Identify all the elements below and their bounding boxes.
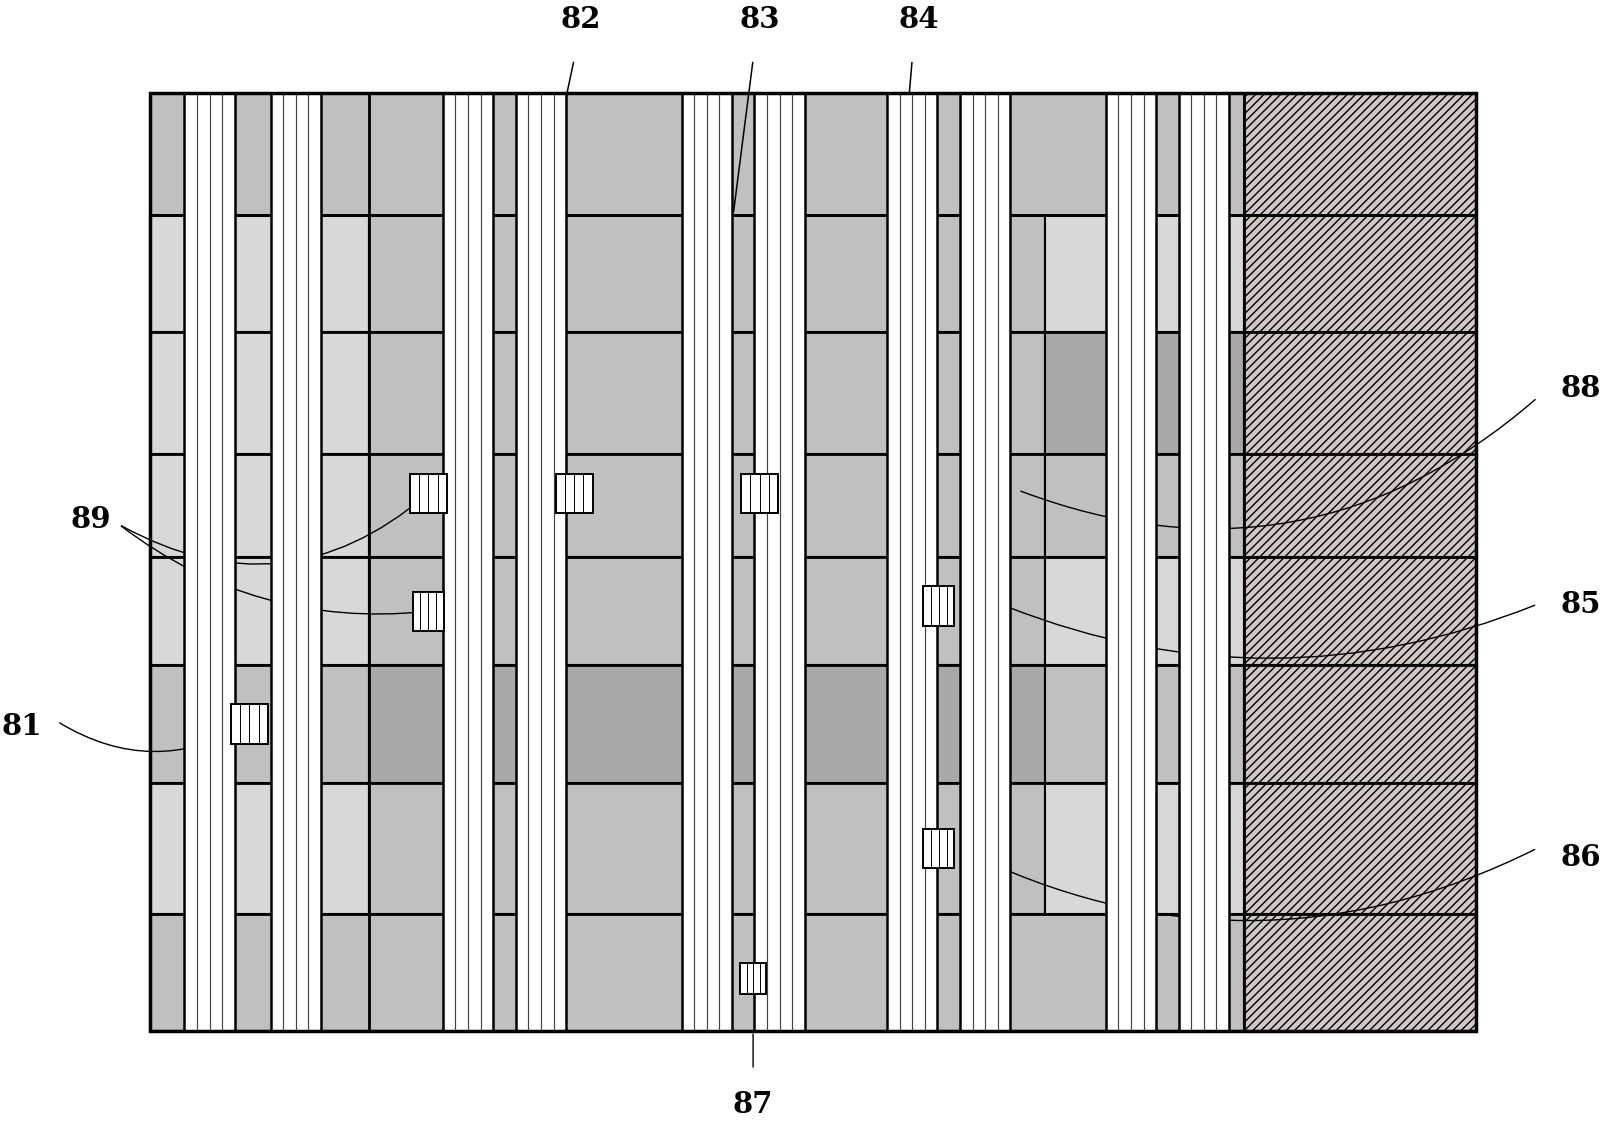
Bar [555,473,593,513]
Bar [1243,914,1476,1031]
Bar [149,782,369,914]
Bar [1044,332,1243,454]
Text: 82: 82 [560,6,602,34]
Bar [1044,454,1243,558]
Bar [959,93,1011,1031]
Text: 81: 81 [2,711,42,741]
Bar [887,93,937,1031]
Bar [149,215,369,332]
Bar [149,665,369,782]
Text: 89: 89 [71,506,111,534]
Bar [369,454,1044,558]
Bar [1243,332,1476,454]
Bar [149,558,369,665]
Bar [739,962,767,995]
Bar [1044,215,1243,332]
Bar [1044,558,1243,665]
Bar [682,93,731,1031]
Bar [1243,782,1476,914]
Bar [149,914,1243,1031]
Bar [231,704,268,744]
Bar [409,473,448,513]
Bar [1044,665,1243,782]
Bar [149,454,369,558]
Text: 88: 88 [1561,374,1601,402]
Bar [516,93,566,1031]
Bar [1243,215,1476,332]
Bar [741,473,778,513]
Bar [184,93,234,1031]
Bar [369,558,1044,665]
Bar [1179,93,1229,1031]
Bar [1243,93,1476,215]
Bar [922,828,954,868]
Text: 87: 87 [733,1090,773,1118]
Bar [1243,454,1476,558]
Bar [149,93,1476,1031]
Bar [443,93,494,1031]
Bar [1044,782,1243,914]
Bar [369,665,1044,782]
Bar [149,93,1243,215]
Bar [1105,93,1156,1031]
Bar [369,782,1044,914]
Text: 85: 85 [1561,590,1601,618]
Bar [369,215,1044,332]
Text: 86: 86 [1561,843,1601,872]
Bar [754,93,805,1031]
Bar [922,586,954,626]
Bar [1243,665,1476,782]
Text: 84: 84 [898,6,938,34]
Bar [1243,558,1476,665]
Text: 83: 83 [739,6,780,34]
Bar [149,332,369,454]
Bar [369,332,1044,454]
Bar [412,591,444,631]
Bar [271,93,321,1031]
